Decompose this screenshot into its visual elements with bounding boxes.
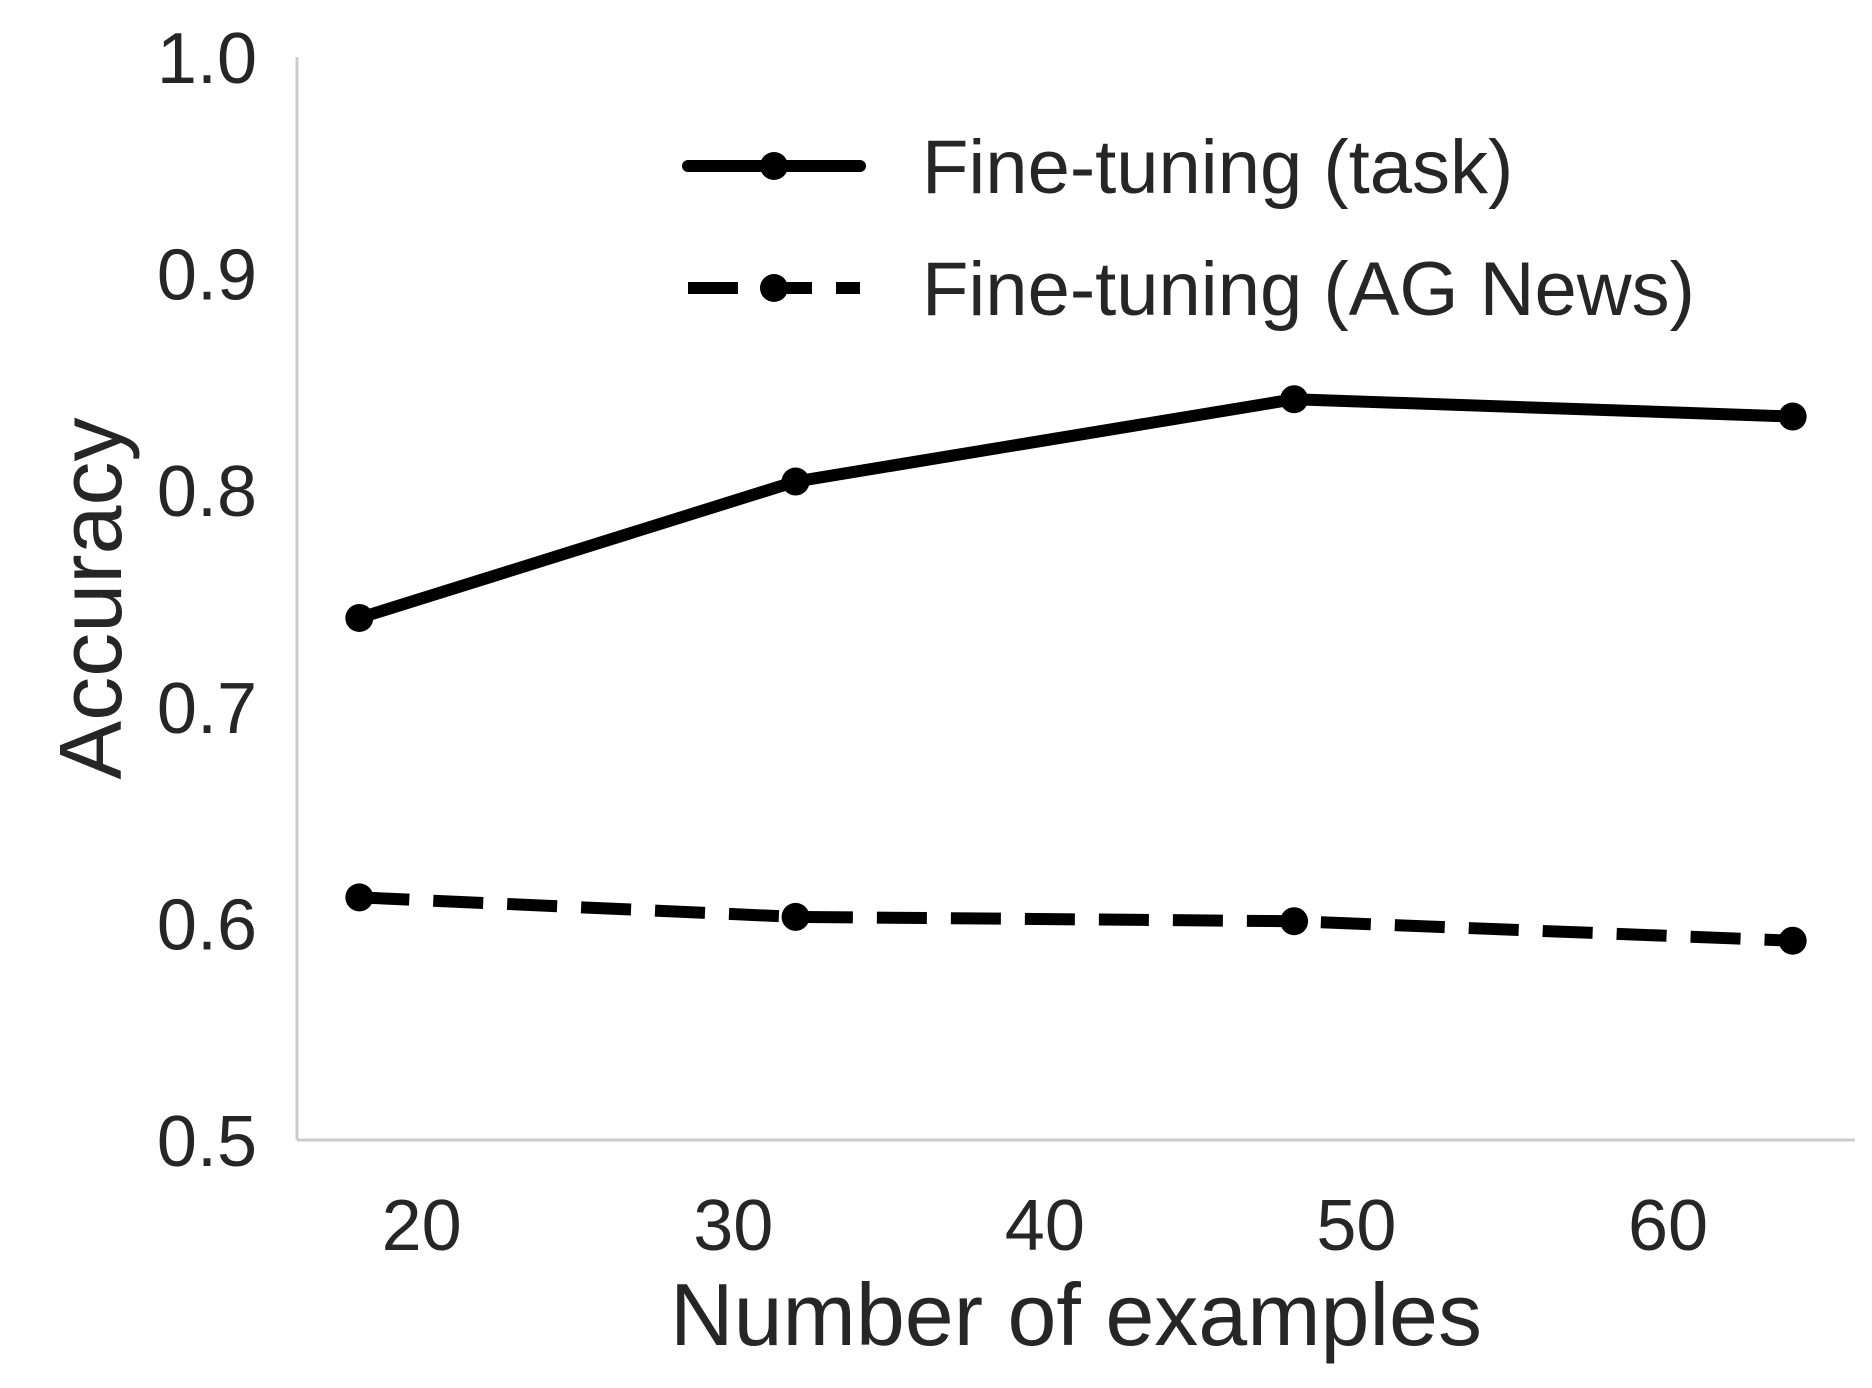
y-tick-label: 0.5	[157, 1102, 257, 1182]
x-tick-labels: 20 30 40 50 60	[382, 1186, 1708, 1266]
y-tick-labels: 0.5 0.6 0.7 0.8 0.9 1.0	[157, 19, 257, 1182]
series-line-2	[359, 891, 1793, 947]
series-2-point	[1280, 907, 1309, 936]
series-1-point	[345, 603, 374, 632]
series-2-point	[345, 883, 374, 912]
y-tick-label: 0.8	[157, 452, 257, 532]
series-group	[345, 385, 1807, 955]
x-tick-label: 40	[1005, 1186, 1085, 1266]
series-2-point	[1778, 926, 1807, 955]
legend-marker-1	[760, 152, 788, 180]
x-tick-label: 30	[693, 1186, 773, 1266]
y-axis-title: Accuracy	[41, 418, 140, 780]
x-axis-title: Number of examples	[670, 1265, 1482, 1364]
legend-marker-2	[760, 274, 788, 302]
series-line-1	[353, 393, 1799, 624]
y-tick-label: 0.6	[157, 885, 257, 965]
x-tick-label: 60	[1628, 1186, 1708, 1266]
series-1-point	[1280, 385, 1309, 414]
series-1-point	[1778, 402, 1807, 431]
series-1-point	[781, 467, 810, 496]
x-tick-label: 50	[1316, 1186, 1396, 1266]
series-2-point	[781, 902, 810, 931]
legend-label-2: Fine-tuning (AG News)	[922, 247, 1695, 332]
x-tick-label: 20	[382, 1186, 462, 1266]
legend-label-1: Fine-tuning (task)	[922, 125, 1513, 210]
legend: Fine-tuning (task) Fine-tuning (AG News)	[682, 125, 1695, 332]
y-tick-label: 1.0	[157, 19, 257, 99]
y-tick-label: 0.9	[157, 236, 257, 316]
y-tick-label: 0.7	[157, 669, 257, 749]
axes	[295, 57, 1855, 1142]
